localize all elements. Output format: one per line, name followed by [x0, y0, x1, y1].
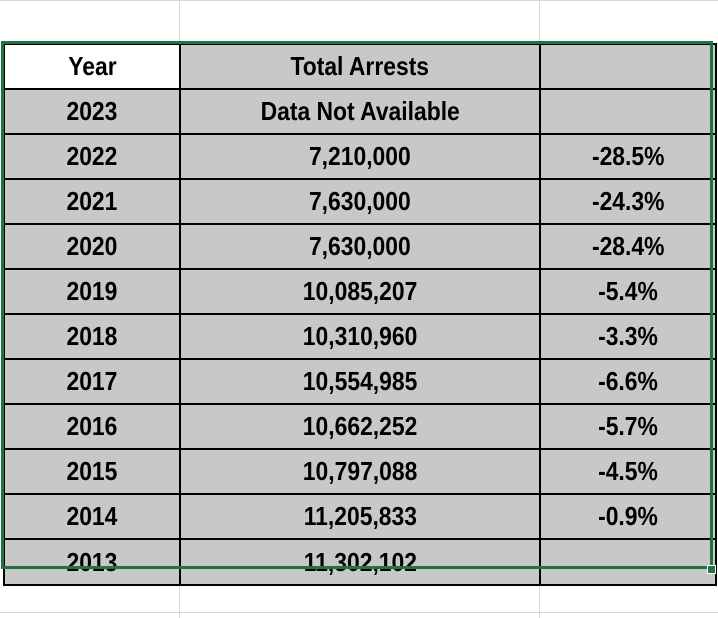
cell-change[interactable]: -28.5% [539, 133, 717, 180]
table-row: 2014 11,205,833 -0.9% [3, 493, 717, 540]
table-row: 2017 10,554,985 -6.6% [3, 358, 717, 405]
cell-total-arrests[interactable]: Data Not Available [179, 88, 541, 135]
change-value: -3.3% [598, 321, 658, 351]
header-cell-total-arrests[interactable]: Total Arrests [179, 43, 541, 90]
cell-year[interactable]: 2017 [3, 358, 181, 405]
change-value: -0.9% [598, 501, 658, 531]
cell-year[interactable]: 2022 [3, 133, 181, 180]
table-row: 2022 7,210,000 -28.5% [3, 133, 717, 180]
table-row: 2019 10,085,207 -5.4% [3, 268, 717, 315]
table-row: 2018 10,310,960 -3.3% [3, 313, 717, 360]
arrests-table: Year Total Arrests 2023 Data Not Availab… [3, 43, 717, 586]
year-value: 2013 [66, 546, 118, 577]
year-value: 2022 [66, 141, 118, 171]
table-row: 2015 10,797,088 -4.5% [3, 448, 717, 495]
year-value: 2014 [66, 501, 118, 531]
cell-change[interactable] [539, 538, 717, 586]
table-row: 2016 10,662,252 -5.7% [3, 403, 717, 450]
change-value: -28.4% [591, 231, 665, 261]
cell-change[interactable]: -4.5% [539, 448, 717, 495]
year-value: 2020 [66, 231, 118, 261]
total-arrests-value: 10,554,985 [302, 366, 418, 396]
cell-year[interactable]: 2016 [3, 403, 181, 450]
cell-change[interactable]: -28.4% [539, 223, 717, 270]
table-row: 2021 7,630,000 -24.3% [3, 178, 717, 225]
cell-change[interactable]: -5.7% [539, 403, 717, 450]
cell-year[interactable]: 2021 [3, 178, 181, 225]
cell-total-arrests[interactable]: 7,210,000 [179, 133, 541, 180]
cell-year[interactable]: 2023 [3, 88, 181, 135]
gridline [0, 612, 718, 613]
year-value: 2019 [66, 276, 118, 306]
change-value: -6.6% [598, 366, 658, 396]
total-arrests-value: 11,205,833 [303, 501, 417, 531]
cell-change[interactable]: -0.9% [539, 493, 717, 540]
year-value: 2023 [66, 96, 118, 126]
total-arrests-value: 7,210,000 [309, 141, 411, 171]
cell-year[interactable]: 2019 [3, 268, 181, 315]
total-arrests-value: Data Not Available [260, 96, 460, 126]
cell-total-arrests[interactable]: 11,302,102 [179, 538, 541, 586]
change-value: -28.5% [591, 141, 665, 171]
total-arrests-value: 10,662,252 [302, 411, 418, 441]
cell-change[interactable]: -6.6% [539, 358, 717, 405]
change-value: -5.4% [598, 276, 658, 306]
cell-total-arrests[interactable]: 10,310,960 [179, 313, 541, 360]
cell-total-arrests[interactable]: 11,205,833 [179, 493, 541, 540]
table-row: 2020 7,630,000 -28.4% [3, 223, 717, 270]
total-arrests-value: 10,085,207 [302, 276, 418, 306]
cell-total-arrests[interactable]: 10,662,252 [179, 403, 541, 450]
table-row: 2013 11,302,102 [3, 538, 717, 586]
cell-change[interactable]: -24.3% [539, 178, 717, 225]
year-value: 2017 [66, 366, 118, 396]
year-value: 2018 [66, 321, 118, 351]
cell-change[interactable]: -3.3% [539, 313, 717, 360]
change-value: -4.5% [598, 456, 658, 486]
cell-change[interactable]: -5.4% [539, 268, 717, 315]
cell-change[interactable] [539, 88, 717, 135]
cell-total-arrests[interactable]: 10,085,207 [179, 268, 541, 315]
fill-handle[interactable] [707, 565, 716, 574]
total-arrests-value: 7,630,000 [309, 186, 411, 216]
header-total-arrests-label: Total Arrests [290, 51, 430, 81]
header-cell-change[interactable] [539, 43, 717, 90]
gridline [0, 0, 718, 1]
year-value: 2016 [66, 411, 118, 441]
cell-total-arrests[interactable]: 7,630,000 [179, 223, 541, 270]
cell-year[interactable]: 2020 [3, 223, 181, 270]
total-arrests-value: 10,310,960 [302, 321, 418, 351]
change-value: -5.7% [598, 411, 658, 441]
cell-year[interactable]: 2014 [3, 493, 181, 540]
table-header-row: Year Total Arrests [3, 43, 717, 90]
header-year-label: Year [67, 51, 117, 81]
change-value: -24.3% [591, 186, 665, 216]
table-row: 2023 Data Not Available [3, 88, 717, 135]
total-arrests-value: 11,302,102 [303, 546, 417, 577]
total-arrests-value: 10,797,088 [302, 456, 418, 486]
year-value: 2015 [66, 456, 118, 486]
cell-year[interactable]: 2015 [3, 448, 181, 495]
cell-total-arrests[interactable]: 10,554,985 [179, 358, 541, 405]
header-cell-year[interactable]: Year [3, 43, 181, 90]
total-arrests-value: 7,630,000 [309, 231, 411, 261]
cell-total-arrests[interactable]: 7,630,000 [179, 178, 541, 225]
cell-year[interactable]: 2013 [3, 538, 181, 586]
year-value: 2021 [66, 186, 118, 216]
cell-total-arrests[interactable]: 10,797,088 [179, 448, 541, 495]
cell-year[interactable]: 2018 [3, 313, 181, 360]
